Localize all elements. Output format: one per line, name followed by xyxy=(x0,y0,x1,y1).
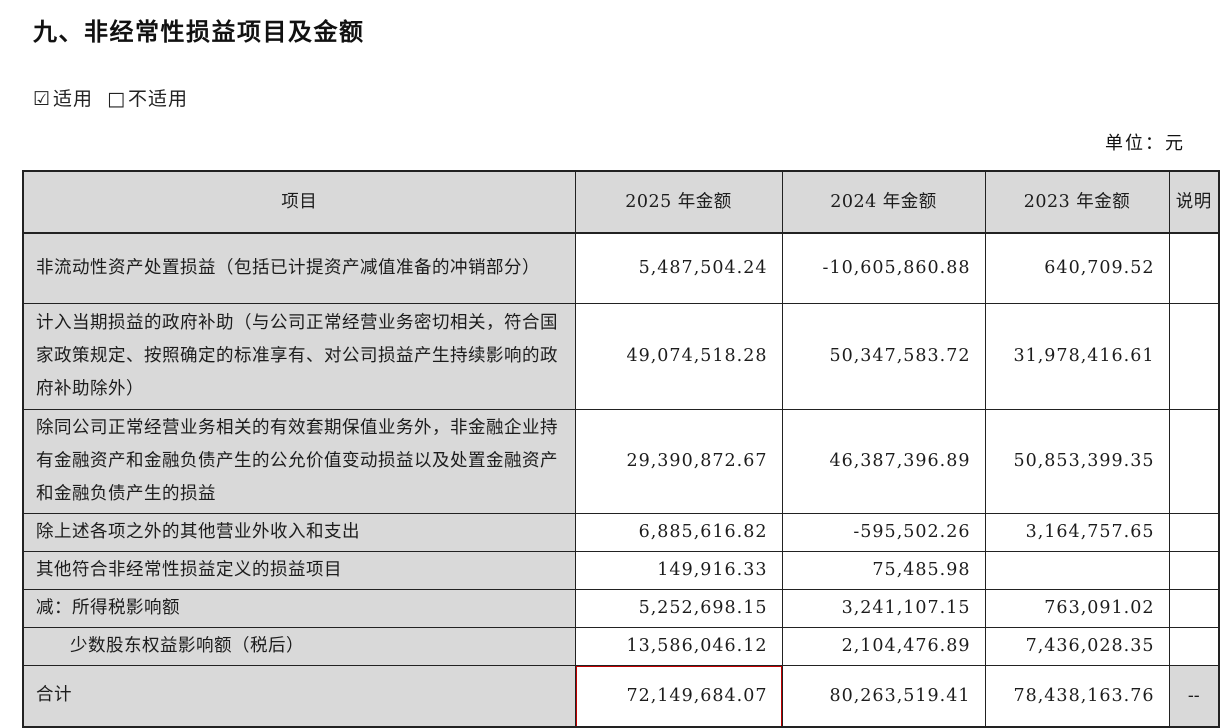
amount-2025-cell: 29,390,872.67 xyxy=(574,408,783,514)
amount-2025-cell: 5,487,504.24 xyxy=(574,232,783,304)
section-title: 九、非经常性损益项目及金额 xyxy=(33,17,365,46)
table-row: 减：所得税影响额 5,252,698.15 3,241,107.15 763,0… xyxy=(22,588,1220,628)
amount-2024-cell: -595,502.26 xyxy=(781,512,986,552)
table-row: 少数股东权益影响额（税后） 13,586,046.12 2,104,476.89… xyxy=(22,626,1220,666)
note-cell xyxy=(1168,408,1220,514)
unit-label: 单位：元 xyxy=(1105,133,1185,154)
note-cell xyxy=(1168,512,1220,552)
table-row: 计入当期损益的政府补助（与公司正常经营业务密切相关，符合国家政策规定、按照确定的… xyxy=(22,302,1220,410)
col-header-2025: 2025 年金额 xyxy=(574,170,783,234)
amount-2025-cell: 13,586,046.12 xyxy=(574,626,783,666)
table-row-total: 合计 72,149,684.07 80,263,519.41 78,438,16… xyxy=(22,664,1220,728)
note-cell xyxy=(1168,302,1220,410)
applicability-line: ☑ 适用 □ 不适用 xyxy=(33,84,188,111)
amount-2024-cell: 2,104,476.89 xyxy=(781,626,986,666)
item-cell: 计入当期损益的政府补助（与公司正常经营业务密切相关，符合国家政策规定、按照确定的… xyxy=(22,302,576,410)
col-header-item: 项目 xyxy=(22,170,576,234)
item-cell: 除同公司正常经营业务相关的有效套期保值业务外，非金融企业持有金融资产和金融负债产… xyxy=(22,408,576,514)
amount-2023-cell: 50,853,399.35 xyxy=(984,408,1170,514)
amount-2024-cell: 75,485.98 xyxy=(781,550,986,590)
amount-2025-cell: 5,252,698.15 xyxy=(574,588,783,628)
item-cell: 非流动性资产处置损益（包括已计提资产减值准备的冲销部分） xyxy=(22,232,576,304)
table-row: 其他符合非经常性损益定义的损益项目 149,916.33 75,485.98 xyxy=(22,550,1220,590)
amount-2023-cell xyxy=(984,550,1170,590)
amount-2025-cell: 49,074,518.28 xyxy=(574,302,783,410)
total-amount-2024-cell: 80,263,519.41 xyxy=(781,664,986,728)
amount-2025-cell: 149,916.33 xyxy=(574,550,783,590)
amount-2024-cell: -10,605,860.88 xyxy=(781,232,986,304)
amount-2023-cell: 640,709.52 xyxy=(984,232,1170,304)
item-cell: 其他符合非经常性损益定义的损益项目 xyxy=(22,550,576,590)
note-cell xyxy=(1168,588,1220,628)
total-amount-2025-cell: 72,149,684.07 xyxy=(574,664,783,728)
report-page: 九、非经常性损益项目及金额 ☑ 适用 □ 不适用 单位：元 项目 2025 年金额 2… xyxy=(22,17,1220,728)
amount-2023-cell: 3,164,757.65 xyxy=(984,512,1170,552)
applicable-checkbox-icon[interactable]: ☑ xyxy=(33,88,52,110)
total-amount-2023-cell: 78,438,163.76 xyxy=(984,664,1170,728)
not-applicable-label: 不适用 xyxy=(128,88,189,110)
amount-2024-cell: 3,241,107.15 xyxy=(781,588,986,628)
table-row: 除上述各项之外的其他营业外收入和支出 6,885,616.82 -595,502… xyxy=(22,512,1220,552)
amount-2023-cell: 763,091.02 xyxy=(984,588,1170,628)
total-amount-2025-value: 72,149,684.07 xyxy=(626,685,768,706)
amount-2025-cell: 6,885,616.82 xyxy=(574,512,783,552)
item-cell: 除上述各项之外的其他营业外收入和支出 xyxy=(22,512,576,552)
item-cell: 减：所得税影响额 xyxy=(22,588,576,628)
applicable-label: 适用 xyxy=(53,88,94,110)
col-header-2024: 2024 年金额 xyxy=(781,170,986,234)
item-cell: 少数股东权益影响额（税后） xyxy=(22,626,576,666)
total-item-cell: 合计 xyxy=(22,664,576,728)
non-recurring-items-table: 项目 2025 年金额 2024 年金额 2023 年金额 说明 非流动性资产处… xyxy=(22,170,1220,728)
table-row: 非流动性资产处置损益（包括已计提资产减值准备的冲销部分） 5,487,504.2… xyxy=(22,232,1220,304)
note-cell xyxy=(1168,626,1220,666)
not-applicable-checkbox-icon[interactable]: □ xyxy=(107,88,127,110)
table-row: 除同公司正常经营业务相关的有效套期保值业务外，非金融企业持有金融资产和金融负债产… xyxy=(22,408,1220,514)
amount-2024-cell: 50,347,583.72 xyxy=(781,302,986,410)
table-header-row: 项目 2025 年金额 2024 年金额 2023 年金额 说明 xyxy=(22,170,1220,234)
amount-2023-cell: 31,978,416.61 xyxy=(984,302,1170,410)
col-header-note: 说明 xyxy=(1168,170,1220,234)
note-cell xyxy=(1168,550,1220,590)
col-header-2023: 2023 年金额 xyxy=(984,170,1170,234)
amount-2023-cell: 7,436,028.35 xyxy=(984,626,1170,666)
amount-2024-cell: 46,387,396.89 xyxy=(781,408,986,514)
total-note-cell: -- xyxy=(1168,664,1220,728)
note-cell xyxy=(1168,232,1220,304)
